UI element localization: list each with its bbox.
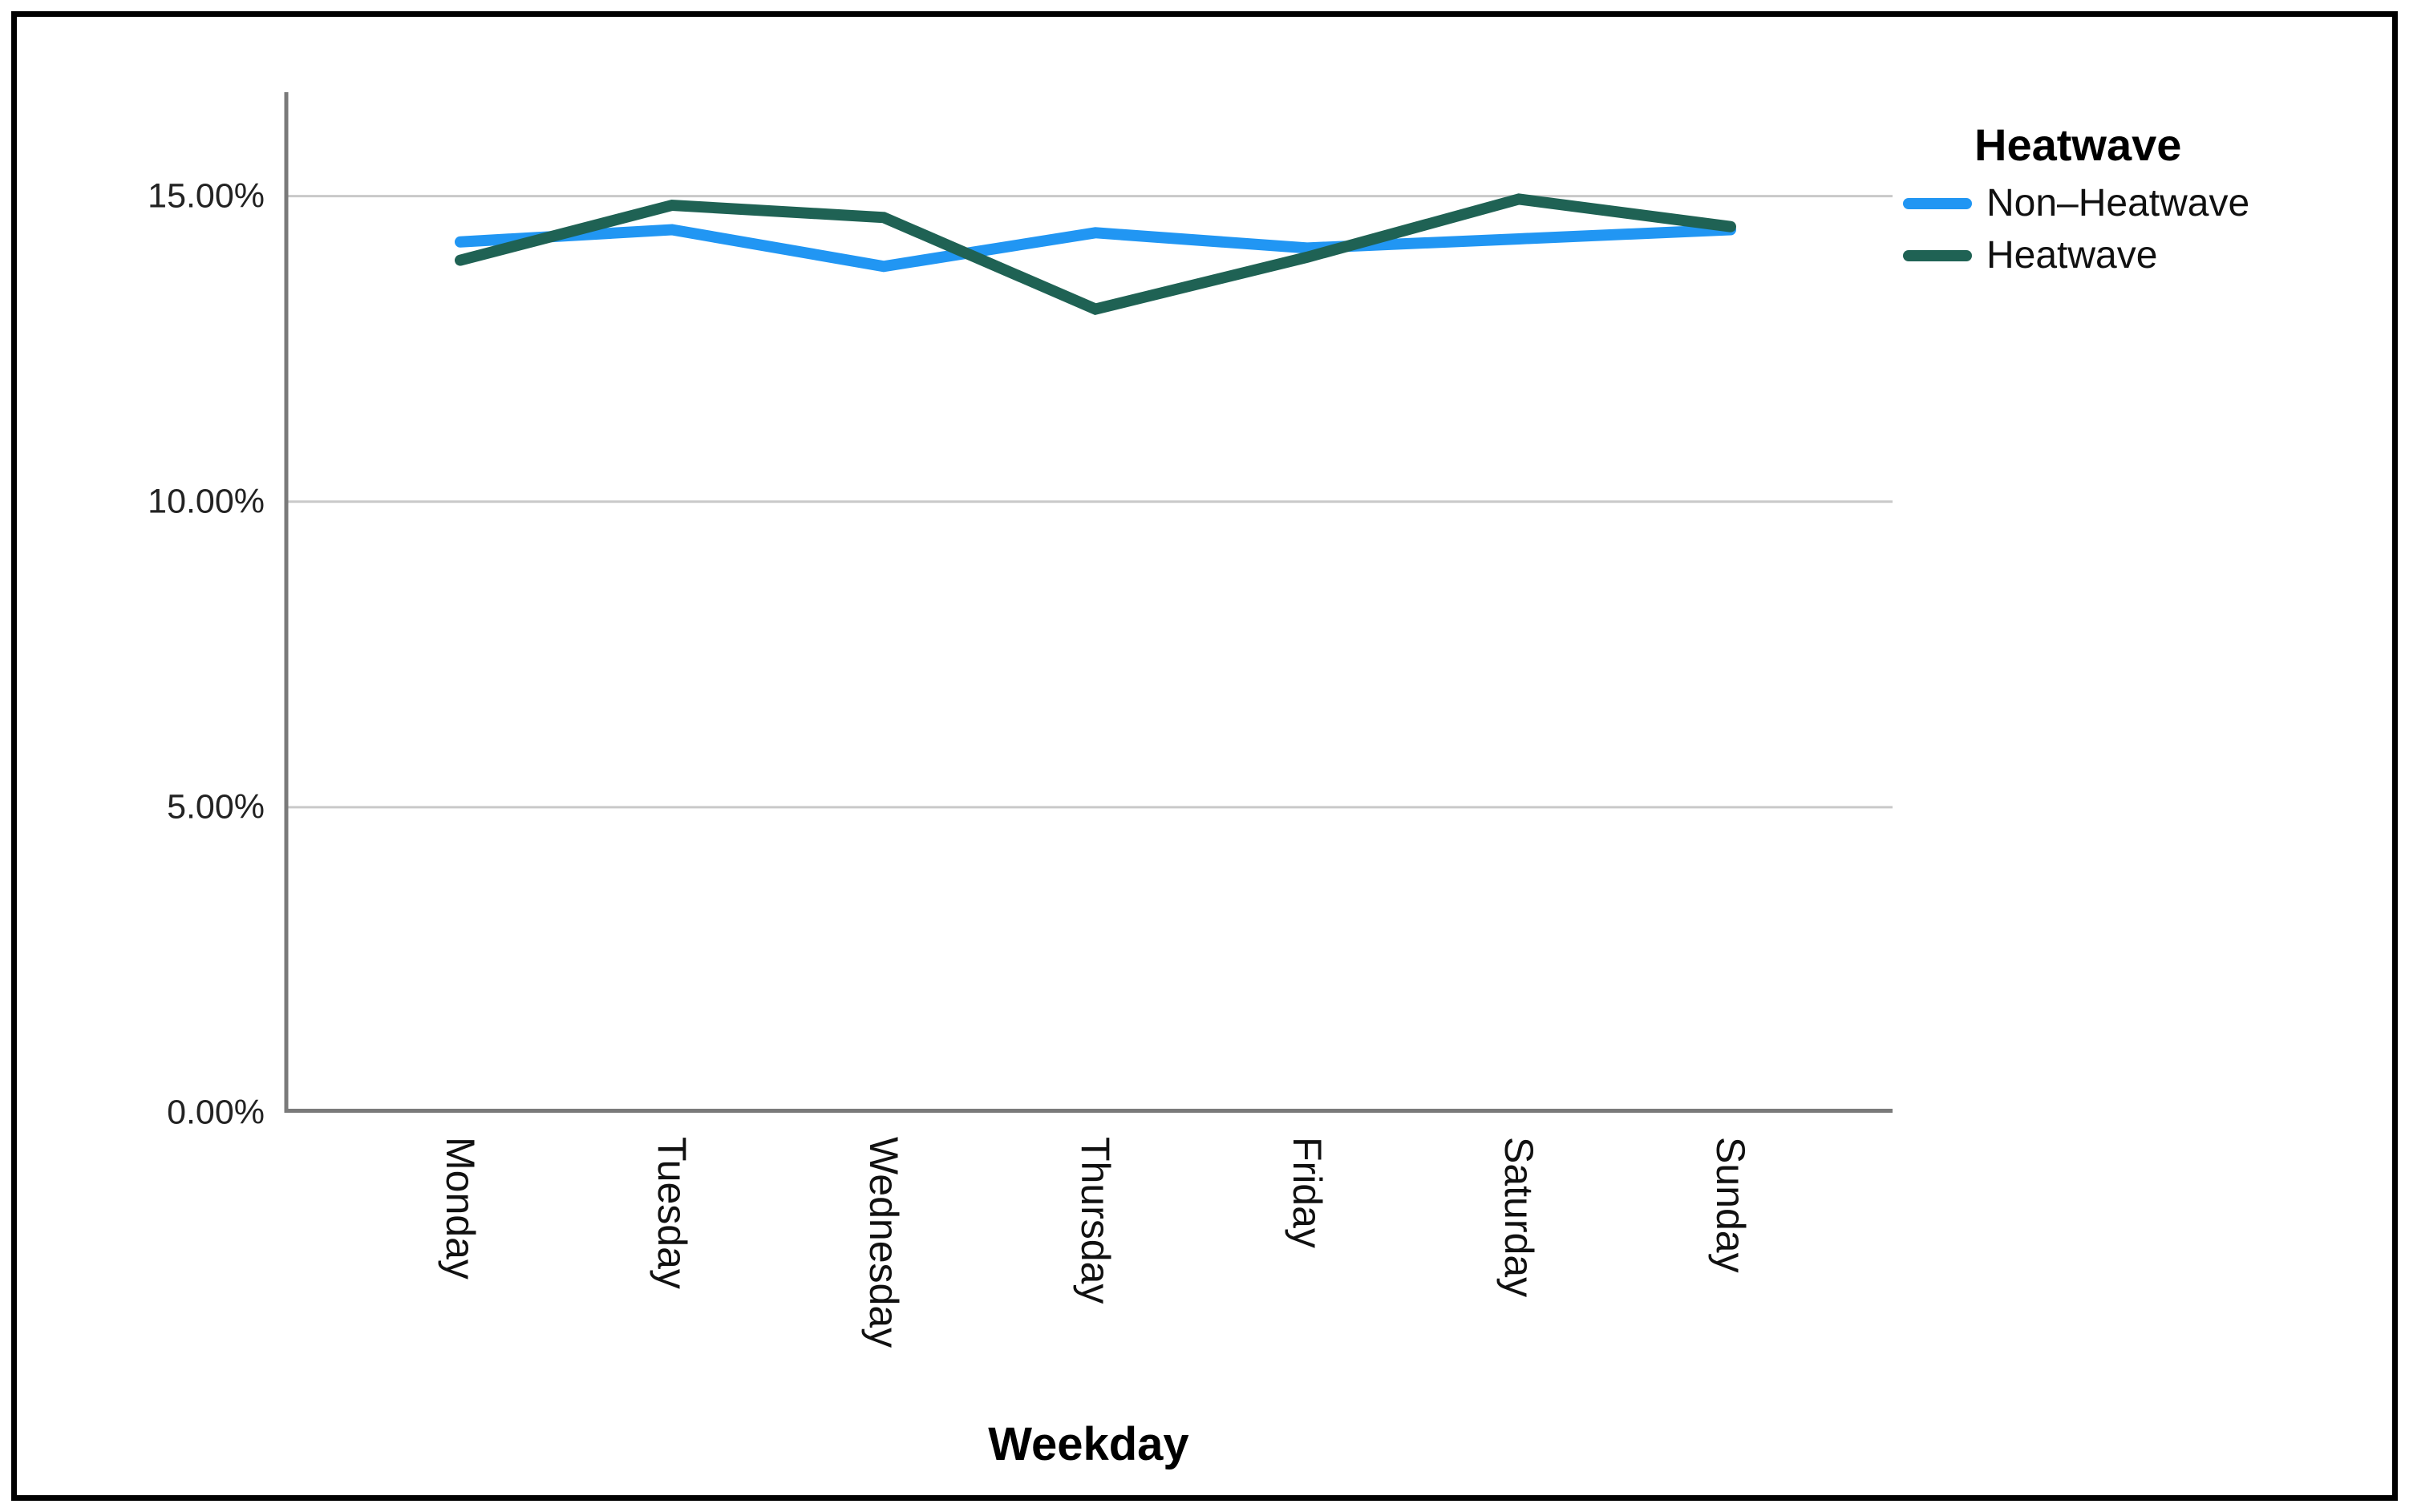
x-tick-label: Thursday (1073, 1137, 1118, 1304)
y-tick-label: 15.00% (148, 176, 265, 216)
series-line-heatwave (455, 193, 1736, 315)
y-tick-label: 0.00% (167, 1093, 265, 1132)
x-tick-label: Monday (438, 1137, 483, 1280)
series-line-non-heatwave (455, 224, 1736, 273)
legend-entry: Heatwave (1903, 233, 2249, 277)
x-tick-label: Friday (1285, 1137, 1330, 1248)
plot-area (284, 92, 1893, 1113)
legend: Non–Heatwave Heatwave (1903, 181, 2249, 277)
x-tick-label: Sunday (1708, 1137, 1753, 1273)
legend-entry-label: Heatwave (1986, 234, 2158, 277)
figure-border (11, 11, 2398, 1501)
legend-entry: Non–Heatwave (1903, 181, 2249, 225)
legend-entry-label: Non–Heatwave (1986, 182, 2250, 224)
legend-title: Heatwave (1974, 119, 2182, 170)
y-tick-label: 10.00% (148, 482, 265, 521)
x-tick-label: Tuesday (650, 1137, 694, 1289)
y-tick-label: 5.00% (167, 787, 265, 827)
legend-swatch-icon (1903, 249, 1972, 261)
legend-swatch-icon (1903, 197, 1972, 209)
x-axis-title: Weekday (988, 1418, 1189, 1470)
x-tick-label: Saturday (1496, 1137, 1541, 1298)
x-tick-label: Wednesday (861, 1137, 906, 1348)
